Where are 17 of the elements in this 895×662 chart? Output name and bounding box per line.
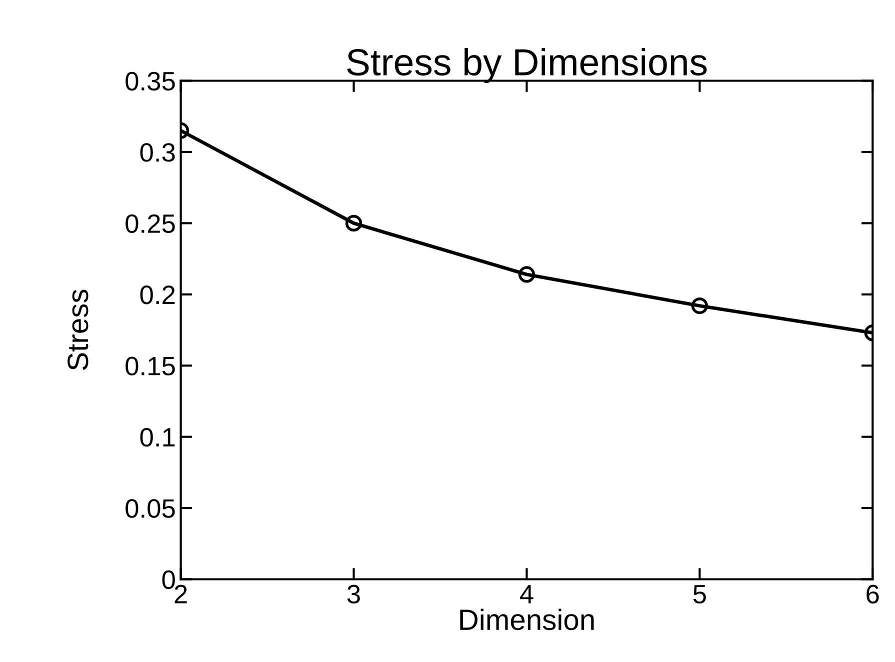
y-axis-title: Stress xyxy=(68,290,88,370)
y-tick-label: 0.1 xyxy=(140,428,175,447)
point xyxy=(518,266,536,283)
x-tick-label: 5 xyxy=(693,585,706,604)
x-tick-label: 4 xyxy=(520,585,534,604)
y-tick-label: 0 xyxy=(162,570,175,590)
y-tick-label: 0.15 xyxy=(126,356,175,376)
y-tick-label: 0.3 xyxy=(140,143,175,162)
x-tick-label: 2 xyxy=(174,584,187,604)
y-tick-label: 0.25 xyxy=(126,214,175,234)
x-axis-title: Dimension xyxy=(460,608,594,630)
y-tick-label: 0.2 xyxy=(140,286,175,304)
y-tick-label: 0.35 xyxy=(126,72,175,91)
chart-title: Stress by Dimensions xyxy=(347,48,707,83)
x-tick-label: 6 xyxy=(866,584,879,604)
x-tick-label: 3 xyxy=(347,584,360,604)
y-tick-label: 0.05 xyxy=(126,499,175,518)
